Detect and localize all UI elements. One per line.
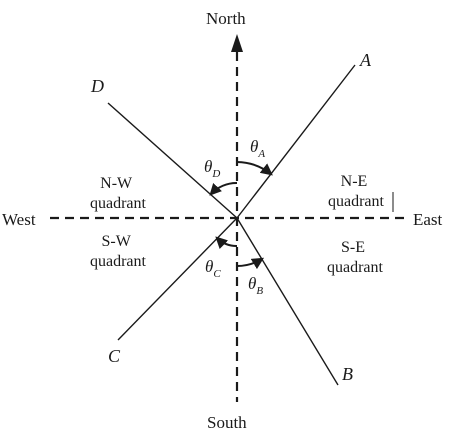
south-label: South <box>207 413 247 432</box>
se-quadrant-abbrev: S-E <box>341 239 365 256</box>
line-a <box>236 64 356 219</box>
north-arrow-icon <box>231 34 243 52</box>
theta-a-label: θA <box>250 137 265 160</box>
line-d-label: D <box>90 76 104 96</box>
theta-c-symbol: θ <box>205 257 213 276</box>
theta-d-symbol: θ <box>204 157 212 176</box>
angle-arc-b <box>236 257 265 270</box>
theta-c-label: θC <box>205 257 221 280</box>
theta-a-symbol: θ <box>250 137 258 156</box>
line-a-label: A <box>359 50 372 70</box>
ne-quadrant-abbrev: N-E <box>341 173 368 190</box>
nw-quadrant-abbrev: N-W <box>100 175 133 192</box>
west-label: West <box>2 210 36 229</box>
theta-d-label: θD <box>204 157 220 180</box>
ne-quadrant-label: N-E quadrant <box>328 173 385 210</box>
theta-d-subscript: D <box>211 168 220 180</box>
line-b <box>236 217 339 386</box>
ne-quadrant-word: quadrant <box>328 193 385 210</box>
theta-b-symbol: θ <box>248 274 256 293</box>
theta-b-subscript: B <box>256 285 263 297</box>
line-b-label: B <box>342 364 353 384</box>
angle-arc-d <box>209 181 238 196</box>
theta-b-label: θB <box>248 274 263 297</box>
sw-quadrant-label: S-W quadrant <box>90 233 147 270</box>
theta-c-subscript: C <box>213 268 221 280</box>
angle-arc-a <box>236 161 273 176</box>
se-quadrant-word: quadrant <box>327 259 384 276</box>
nw-quadrant-label: N-W quadrant <box>90 175 147 212</box>
nw-quadrant-word: quadrant <box>90 195 147 212</box>
sw-quadrant-word: quadrant <box>90 253 147 270</box>
angle-arc-c <box>215 236 238 250</box>
sw-quadrant-abbrev: S-W <box>101 233 131 250</box>
east-label: East <box>413 210 443 229</box>
theta-a-subscript: A <box>257 148 265 160</box>
north-label: North <box>206 9 246 28</box>
line-d <box>107 102 238 219</box>
line-c-label: C <box>108 346 121 366</box>
se-quadrant-label: S-E quadrant <box>327 239 384 276</box>
